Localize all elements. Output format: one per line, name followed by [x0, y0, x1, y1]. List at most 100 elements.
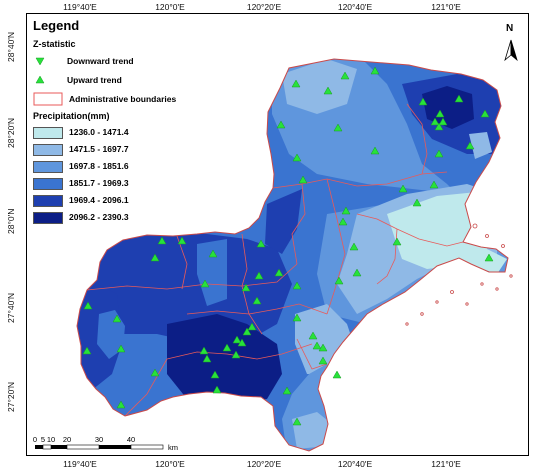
zone-class-2 [292, 412, 332, 449]
upward-trend-marker [291, 79, 301, 88]
upward-trend-marker [435, 109, 445, 118]
upward-trend-marker [398, 184, 408, 193]
upward-trend-marker [352, 268, 362, 277]
upward-trend-marker [247, 322, 257, 331]
upward-trend-marker [82, 346, 92, 355]
class-label: 2096.2 - 2390.3 [69, 212, 129, 222]
upward-trend-marker [292, 153, 302, 162]
downward-trend-legend-icon [35, 57, 45, 66]
scale-bar-segment [66, 444, 100, 450]
upward-trend-marker [332, 370, 342, 379]
scale-label: 10 [46, 435, 56, 444]
admin-boundary-line [356, 213, 464, 247]
upward-trend-marker [333, 123, 343, 132]
scale-label: 30 [94, 435, 104, 444]
upward-trend-marker [83, 301, 93, 310]
island [501, 244, 505, 248]
bottom-tick-label: 120°20'E [246, 459, 282, 469]
admin-boundary-line [296, 338, 328, 370]
upward-trend-marker [465, 141, 475, 150]
north-arrow-left-half [504, 39, 512, 62]
upward-trend-marker [418, 97, 428, 106]
admin-boundary-line [124, 358, 168, 417]
upward-trend-marker [274, 268, 284, 277]
upward-trend-marker [210, 370, 220, 379]
scale-label: 5 [40, 435, 46, 444]
upward-trend-marker [241, 283, 251, 292]
left-tick-label: 27°20'N [6, 381, 16, 412]
upward-trend-marker [222, 343, 232, 352]
scale-unit: km [168, 443, 178, 452]
upward-trend-marker [318, 356, 328, 365]
class-swatch [33, 127, 63, 139]
island [420, 312, 424, 316]
class-swatch [33, 144, 63, 156]
top-tick-label: 120°40'E [337, 2, 373, 12]
upward-trend-marker [177, 236, 187, 245]
island [495, 287, 499, 291]
zone-class-6 [167, 314, 282, 404]
upward-trend-marker [312, 341, 322, 350]
upward-trend-marker [116, 400, 126, 409]
admin-boundary-line [241, 233, 263, 335]
island [405, 322, 409, 326]
trend-station-markers [82, 66, 494, 426]
upward-trend-marker [208, 249, 218, 258]
upward-trend-marker [150, 253, 160, 262]
upward-trend-marker [454, 94, 464, 103]
scale-label: 20 [62, 435, 72, 444]
upward-trend-marker [434, 149, 444, 158]
upward-trend-marker [308, 331, 318, 340]
admin-boundary-line [406, 103, 428, 175]
class-label: 1851.7 - 1969.3 [69, 178, 129, 188]
upward-trend-marker [150, 368, 160, 377]
left-tick-label: 28°40'N [6, 31, 16, 62]
upward-trend-marker [338, 217, 348, 226]
downward-trend-label: Downward trend [67, 56, 134, 66]
scale-bar-segment [35, 445, 43, 449]
upward-trend-marker [212, 385, 222, 394]
upward-trend-label: Upward trend [67, 75, 122, 85]
scale-bar-segment [51, 445, 67, 449]
admin-boundary-line [166, 343, 313, 360]
upward-trend-marker [370, 146, 380, 155]
class-swatch [33, 178, 63, 190]
admin-boundary-line [326, 178, 346, 315]
admin-boundary-legend-swatch [33, 92, 63, 106]
upward-trend-marker [480, 109, 490, 118]
upward-trend-legend-icon [35, 75, 45, 84]
map-frame: Legend Z-statistic Downward trend Upward… [26, 13, 529, 456]
class-swatch [33, 161, 63, 173]
upward-trend-marker [334, 276, 344, 285]
island [485, 234, 489, 238]
island [480, 282, 484, 286]
scale-bar [35, 444, 164, 450]
upward-trend-marker [116, 344, 126, 353]
class-label: 1471.5 - 1697.7 [69, 144, 129, 154]
scale-bar-segment [99, 445, 131, 449]
zone-class-2 [282, 59, 357, 114]
admin-boundary-line [186, 303, 328, 315]
upward-trend-marker [112, 314, 122, 323]
zone-class-2 [469, 132, 492, 159]
class-swatch [33, 212, 63, 224]
north-letter: N [506, 23, 514, 34]
zone-class-4 [197, 239, 227, 306]
bottom-tick-label: 121°0'E [431, 459, 461, 469]
precipitation-title: Precipitation(mm) [33, 111, 110, 121]
upward-trend-marker [349, 242, 359, 251]
upward-trend-marker [232, 335, 242, 344]
map-canvas [33, 39, 518, 452]
upward-trend-marker [392, 237, 402, 246]
scale-bar-segment [42, 444, 52, 450]
upward-trend-marker [370, 66, 380, 75]
upward-trend-marker [292, 417, 302, 426]
upward-trend-marker [429, 180, 439, 189]
scale-bar-segment [130, 444, 164, 450]
upward-trend-marker [237, 338, 247, 347]
island [465, 302, 469, 306]
upward-trend-marker [412, 198, 422, 207]
north-arrow-icon [504, 39, 518, 62]
coastal-islands [405, 223, 513, 326]
top-tick-label: 119°40'E [63, 2, 97, 12]
